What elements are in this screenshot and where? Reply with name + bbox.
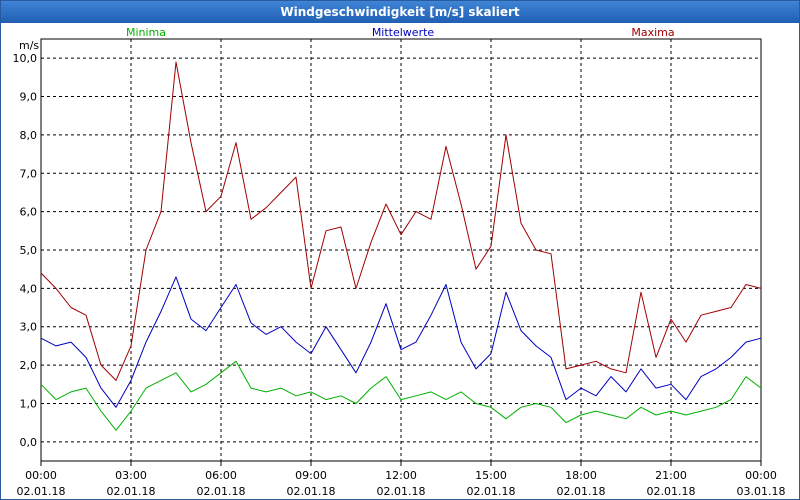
grid-lines [41,39,761,461]
x-tick-date: 02.01.18 [287,485,336,498]
y-tick-label: 8,0 [20,129,38,142]
x-tick-time: 12:00 [385,469,417,482]
x-tick-time: 06:00 [205,469,237,482]
y-tick-label: 9,0 [20,91,38,104]
y-tick-label: 6,0 [20,206,38,219]
x-tick-date: 02.01.18 [557,485,606,498]
y-tick-label: 1,0 [20,397,38,410]
y-tick-label: 4,0 [20,282,38,295]
y-axis-ticks: 0,0 1,0 2,0 3,0 4,0 5,0 6,0 7,0 8,0 9,0 10,0 [13,52,38,449]
maxima-line [40,61,762,381]
legend-minima: Minima [126,26,166,39]
y-tick-label: 7,0 [20,167,38,180]
x-tick-time: 09:00 [295,469,327,482]
x-tick-time: 03:00 [115,469,147,482]
y-tick-label: 10,0 [13,52,38,65]
x-tick-date: 02.01.18 [107,485,156,498]
x-tick-date: 02.01.18 [647,485,696,498]
x-tick-time: 00:00 [745,469,777,482]
y-tick-label: 0,0 [20,436,38,449]
series-layer [40,61,762,431]
x-tick-date: 03.01.18 [737,485,786,498]
y-tick-label: 3,0 [20,321,38,334]
x-tick-date: 02.01.18 [377,485,426,498]
y-axis-label: m/s [19,39,39,52]
y-tick-label: 2,0 [20,359,38,372]
x-tick-date: 02.01.18 [197,485,246,498]
mittelwerte-line [40,276,762,408]
x-tick-date: 02.01.18 [467,485,516,498]
x-tick-date: 02.01.18 [17,485,66,498]
window-title: Windgeschwindigkeit [m/s] skaliert [1,1,799,23]
x-tick-time: 00:00 [25,469,57,482]
x-axis-ticks: 00:00 02.01.18 03:00 02.01.18 06:00 02.01.18 0… [17,461,786,498]
y-tick-label: 5,0 [20,244,38,257]
x-tick-time: 18:00 [565,469,597,482]
legend-mittelwerte: Mittelwerte [372,26,435,39]
minima-line [40,360,762,431]
x-tick-time: 21:00 [655,469,687,482]
legend-maxima: Maxima [631,26,674,39]
x-tick-time: 15:00 [475,469,507,482]
